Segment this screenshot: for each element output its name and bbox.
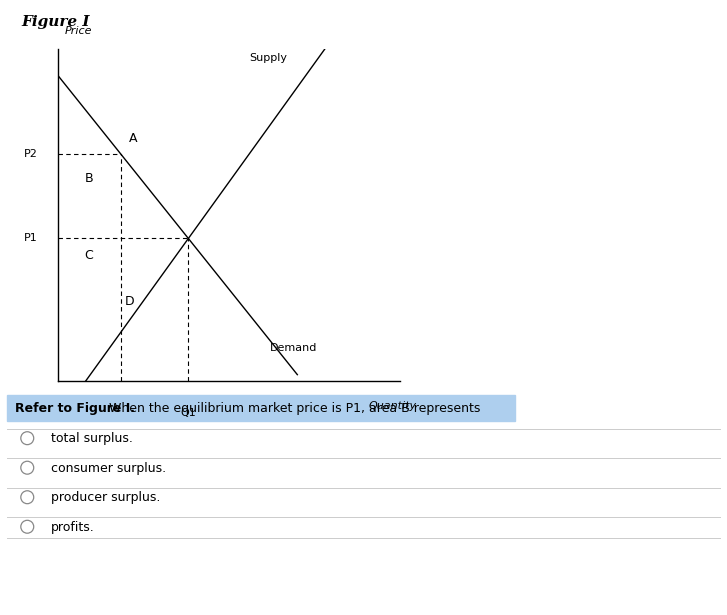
Text: producer surplus.: producer surplus.: [51, 491, 160, 504]
Text: Q1: Q1: [180, 408, 196, 418]
Text: profits.: profits.: [51, 520, 95, 534]
Text: C: C: [84, 248, 93, 261]
Text: A: A: [129, 132, 137, 145]
Text: Supply: Supply: [249, 52, 287, 63]
Text: When the equilibrium market price is P1, area B represents: When the equilibrium market price is P1,…: [105, 402, 481, 415]
Text: Refer to Figure I.: Refer to Figure I.: [15, 402, 134, 415]
Text: Figure I: Figure I: [22, 15, 90, 30]
Text: Quantity: Quantity: [369, 401, 417, 411]
Text: Price: Price: [65, 26, 92, 36]
Text: P1: P1: [24, 234, 38, 244]
Text: Demand: Demand: [270, 343, 318, 353]
Text: consumer surplus.: consumer surplus.: [51, 461, 166, 475]
Text: B: B: [84, 172, 93, 185]
Text: D: D: [125, 295, 134, 308]
Text: total surplus.: total surplus.: [51, 432, 133, 445]
Text: P2: P2: [24, 149, 38, 159]
